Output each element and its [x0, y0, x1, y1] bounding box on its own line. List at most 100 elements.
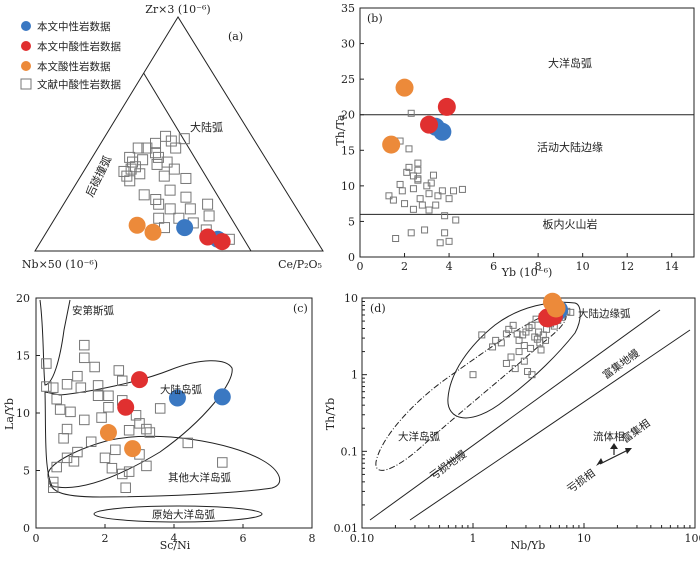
data-point: [452, 216, 460, 224]
x-tick-label: 10: [577, 532, 591, 545]
data-point: [567, 308, 575, 316]
data-point: [103, 390, 114, 401]
data-point: [48, 382, 59, 393]
field-outline-primitive-arc: [93, 505, 263, 523]
y-axis-label: Th/Ta: [334, 114, 347, 146]
y-tick-label: 0.1: [341, 445, 359, 458]
data-point: [165, 135, 177, 147]
data-point: [437, 97, 456, 116]
data-point: [407, 109, 415, 117]
data-point: [123, 466, 135, 477]
apex-left-label: Nb×50 (10⁻⁶): [22, 258, 98, 271]
plot-frame: [35, 297, 313, 529]
data-point: [124, 440, 142, 458]
data-point: [58, 433, 69, 444]
data-point: [138, 189, 150, 201]
x-tick-label: 6: [240, 532, 247, 545]
data-point: [509, 321, 517, 329]
data-point: [425, 190, 433, 198]
x-tick-label: 0: [33, 532, 40, 545]
data-point: [54, 404, 66, 415]
data-point: [520, 357, 528, 365]
legend-label: 本文酸性岩数据: [37, 60, 111, 73]
data-point: [515, 348, 523, 356]
x-tick-label: 10: [576, 260, 590, 273]
data-point: [414, 159, 422, 167]
x-tick-label: 4: [446, 260, 453, 273]
legend-label: 本文中性岩数据: [37, 20, 111, 33]
data-point: [403, 168, 411, 176]
y-axis-label: Th/Yb: [324, 398, 337, 430]
data-point: [469, 371, 477, 379]
field-label: 大陆弧: [190, 120, 223, 134]
data-point: [407, 229, 415, 237]
data-point: [458, 185, 466, 193]
data-point: [441, 212, 449, 220]
data-point: [134, 168, 146, 180]
data-point: [414, 166, 422, 174]
data-point: [434, 192, 442, 200]
data-point: [51, 461, 62, 473]
legend-marker: [20, 78, 32, 90]
x-tick-label: 8: [309, 532, 316, 545]
data-point: [515, 336, 523, 344]
data-point: [489, 343, 497, 351]
data-point: [137, 154, 149, 166]
y-tick-label: 35: [341, 2, 355, 15]
data-point: [385, 192, 393, 200]
y-tick-label: 5: [23, 465, 30, 478]
y-tick-label: 15: [16, 350, 30, 363]
data-point: [103, 402, 114, 413]
data-point: [117, 398, 135, 416]
data-point: [154, 403, 166, 414]
data-point: [436, 239, 444, 247]
legend-marker: [21, 61, 31, 71]
plot-frame: [359, 7, 695, 258]
x-tick-label: 0.10: [350, 532, 375, 545]
mantle-array-line-lower: [409, 329, 691, 521]
data-point: [153, 198, 165, 210]
data-point: [164, 184, 176, 196]
x-tick-label: 2: [102, 532, 109, 545]
y-tick-label: 10: [16, 407, 30, 420]
data-point: [536, 339, 544, 347]
data-point: [478, 331, 486, 339]
data-point: [117, 468, 128, 480]
data-point: [199, 228, 217, 246]
data-point: [533, 335, 541, 343]
data-point: [128, 216, 146, 234]
data-point: [168, 163, 180, 175]
data-point: [89, 361, 100, 373]
y-tick-label: 20: [16, 292, 30, 305]
x-tick-label: 2: [401, 260, 408, 273]
x-axis-label: Sc/Ni: [160, 539, 191, 552]
data-point: [61, 452, 73, 464]
data-point: [132, 142, 144, 154]
data-point: [202, 198, 214, 210]
data-point: [150, 137, 161, 149]
data-point: [441, 229, 449, 237]
field-label: 大陆岛弧: [160, 383, 202, 396]
data-point: [144, 427, 156, 438]
data-point: [433, 122, 452, 141]
data-point: [527, 344, 535, 352]
data-point: [425, 206, 433, 214]
data-point: [395, 78, 414, 97]
data-point: [432, 201, 440, 209]
data-point: [158, 170, 170, 182]
data-point: [537, 346, 545, 354]
data-point: [68, 456, 80, 467]
data-point: [511, 365, 519, 373]
data-point: [445, 195, 453, 203]
x-tick-label: 1: [470, 532, 477, 545]
legend-marker: [21, 21, 31, 31]
x-tick-label: 6: [490, 260, 497, 273]
data-point: [396, 180, 404, 188]
data-point: [170, 142, 182, 154]
data-point: [164, 203, 176, 215]
data-point: [421, 226, 429, 234]
y-tick-label: 0.01: [334, 522, 359, 535]
data-point: [528, 371, 536, 379]
plot-frame: [361, 297, 696, 529]
